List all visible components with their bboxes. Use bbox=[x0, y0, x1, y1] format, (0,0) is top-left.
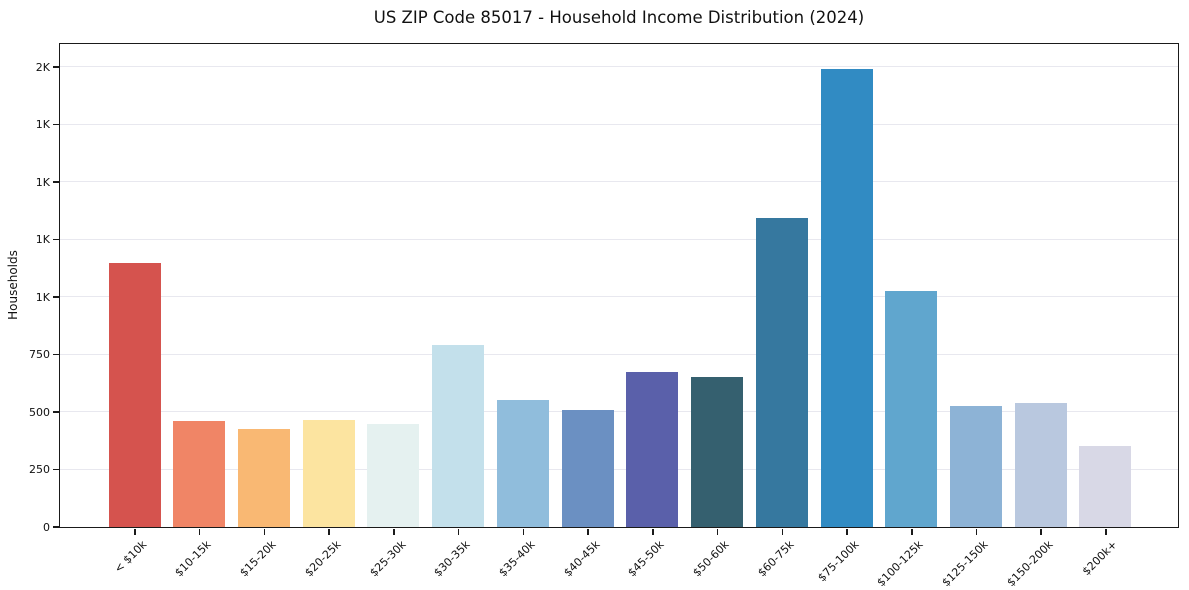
x-tick-mark bbox=[263, 528, 266, 535]
y-tick-label: 500 bbox=[29, 405, 50, 419]
x-tick-label: $125-150k bbox=[939, 538, 991, 590]
x-tick-label: < $10k bbox=[111, 538, 150, 576]
bar-30-35k bbox=[432, 344, 485, 527]
x-tick-mark bbox=[716, 528, 719, 535]
y-tick-mark bbox=[52, 296, 59, 298]
x-tick-mark bbox=[134, 528, 136, 535]
x-tick-label: $20-25k bbox=[302, 538, 344, 580]
x-tick-mark bbox=[911, 528, 913, 535]
gridline bbox=[59, 468, 1178, 470]
bar-200k bbox=[1079, 446, 1132, 527]
bar-10k bbox=[108, 263, 161, 527]
y-tick-label: 1K bbox=[35, 175, 50, 189]
y-tick-label: 750 bbox=[29, 348, 50, 361]
x-tick-label: $35-40k bbox=[496, 538, 538, 580]
bar-10-15k bbox=[173, 420, 226, 527]
x-tick-mark bbox=[652, 528, 654, 535]
bar-20-25k bbox=[302, 419, 355, 527]
x-tick-mark bbox=[1040, 528, 1042, 535]
x-tick-label: $100-125k bbox=[874, 538, 926, 590]
y-tick-mark bbox=[52, 238, 59, 241]
gridline bbox=[59, 353, 1178, 355]
y-tick-mark bbox=[52, 526, 59, 528]
y-tick-mark bbox=[52, 468, 59, 471]
y-tick-mark bbox=[52, 123, 59, 126]
gridline bbox=[59, 181, 1178, 182]
gridline bbox=[59, 66, 1178, 67]
bar-150-200k bbox=[1014, 403, 1067, 527]
bar-15-20k bbox=[237, 428, 290, 527]
y-tick-label: 1K bbox=[35, 233, 50, 246]
gridline bbox=[59, 123, 1178, 125]
y-tick-mark bbox=[52, 66, 59, 68]
y-tick-label: 2K bbox=[35, 60, 50, 74]
x-tick-mark bbox=[781, 528, 784, 535]
x-tick-mark bbox=[522, 528, 525, 535]
x-tick-label: $50-60k bbox=[690, 538, 732, 580]
x-tick-mark bbox=[587, 528, 589, 535]
x-tick-label: $15-20k bbox=[237, 538, 279, 580]
x-tick-label: $75-100k bbox=[815, 538, 862, 585]
x-tick-mark bbox=[975, 528, 978, 535]
x-tick-mark bbox=[328, 528, 330, 535]
y-tick-label: 1K bbox=[35, 118, 50, 131]
bar-25-30k bbox=[367, 424, 420, 527]
x-tick-mark bbox=[393, 528, 395, 535]
gridline bbox=[59, 411, 1178, 412]
bar-35-40k bbox=[496, 400, 549, 527]
x-tick-label: $40-45k bbox=[561, 538, 603, 580]
x-tick-mark bbox=[846, 528, 848, 535]
x-tick-label: $10-15k bbox=[172, 538, 214, 580]
y-tick-label: 0 bbox=[43, 520, 50, 534]
y-tick-label: 250 bbox=[29, 463, 50, 476]
x-tick-label: $25-30k bbox=[366, 538, 409, 580]
plot-area bbox=[58, 42, 1179, 528]
x-tick-label: $150-200k bbox=[1004, 538, 1056, 590]
bar-125-150k bbox=[949, 405, 1002, 527]
x-tick-label: $45-50k bbox=[625, 538, 668, 580]
gridline bbox=[59, 238, 1178, 240]
x-tick-mark bbox=[457, 528, 460, 535]
bar-100-125k bbox=[885, 290, 938, 527]
chart-title: US ZIP Code 85017 - Household Income Dis… bbox=[373, 8, 865, 27]
y-tick-mark bbox=[52, 181, 59, 183]
y-tick-label: 1K bbox=[35, 290, 50, 304]
x-tick-label: $200k+ bbox=[1080, 538, 1121, 579]
x-tick-mark bbox=[198, 528, 201, 535]
bar-75-100k bbox=[820, 68, 873, 527]
y-tick-mark bbox=[52, 411, 59, 413]
x-tick-mark bbox=[1105, 528, 1107, 535]
bar-45-50k bbox=[626, 372, 679, 527]
gridline bbox=[59, 296, 1178, 297]
bar-50-60k bbox=[691, 377, 744, 527]
x-tick-label: $60-75k bbox=[755, 538, 797, 580]
x-tick-label: $30-35k bbox=[431, 538, 473, 580]
bar-40-45k bbox=[561, 410, 614, 527]
y-tick-mark bbox=[52, 353, 59, 356]
bar-60-75k bbox=[755, 218, 808, 527]
